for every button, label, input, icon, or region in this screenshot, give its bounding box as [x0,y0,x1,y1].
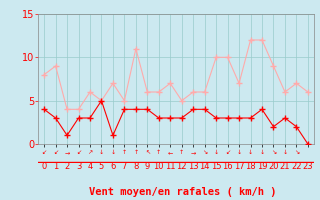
Text: ↘: ↘ [202,150,207,155]
Text: 22: 22 [291,162,302,171]
Text: 23: 23 [302,162,313,171]
Text: 20: 20 [268,162,279,171]
Text: ↓: ↓ [282,150,288,155]
Text: ↘: ↘ [294,150,299,155]
Text: 3: 3 [76,162,81,171]
Text: 21: 21 [280,162,290,171]
Text: ↙: ↙ [76,150,81,155]
Text: 8: 8 [133,162,139,171]
Text: ↑: ↑ [156,150,161,155]
Text: ↑: ↑ [179,150,184,155]
Text: ↘: ↘ [271,150,276,155]
Text: 14: 14 [199,162,210,171]
Text: 4: 4 [87,162,92,171]
Text: 16: 16 [222,162,233,171]
Text: 12: 12 [177,162,187,171]
Text: ↓: ↓ [110,150,116,155]
Text: →: → [191,150,196,155]
Text: 2: 2 [64,162,70,171]
Text: 6: 6 [110,162,116,171]
Text: 0: 0 [42,162,47,171]
Text: ↙: ↙ [53,150,58,155]
Text: ↙: ↙ [225,150,230,155]
Text: ↓: ↓ [99,150,104,155]
Text: 18: 18 [245,162,256,171]
Text: ↗: ↗ [87,150,92,155]
Text: ↓: ↓ [260,150,265,155]
Text: 15: 15 [211,162,221,171]
Text: 10: 10 [154,162,164,171]
Text: 7: 7 [122,162,127,171]
Text: 5: 5 [99,162,104,171]
Text: 13: 13 [188,162,198,171]
Text: 17: 17 [234,162,244,171]
Text: 19: 19 [257,162,267,171]
Text: ↙: ↙ [42,150,47,155]
Text: 11: 11 [165,162,175,171]
Text: ↓: ↓ [236,150,242,155]
Text: ↑: ↑ [122,150,127,155]
Text: Vent moyen/en rafales ( km/h ): Vent moyen/en rafales ( km/h ) [89,187,276,197]
Text: 1: 1 [53,162,58,171]
Text: ↓: ↓ [213,150,219,155]
Text: ↖: ↖ [145,150,150,155]
Text: 9: 9 [145,162,150,171]
Text: →: → [64,150,70,155]
Text: ↑: ↑ [133,150,139,155]
Text: ←: ← [168,150,173,155]
Text: ↓: ↓ [248,150,253,155]
